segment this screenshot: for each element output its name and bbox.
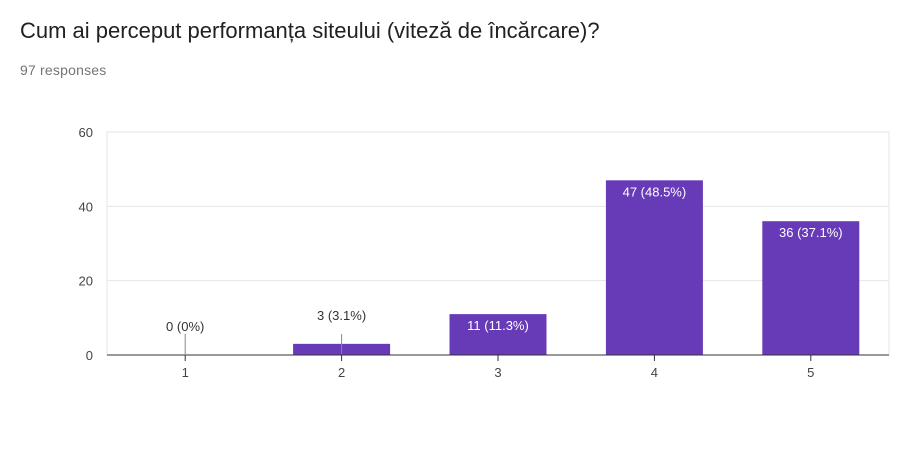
y-tick-label: 40 (79, 199, 93, 214)
data-label: 0 (0%) (166, 319, 204, 334)
chart-bars (293, 180, 860, 355)
chart-labels: 0 20 40 60 1 0 (0%) 2 3 (3.1%) 3 11 (11.3%) 4 47 (4… (79, 125, 843, 380)
bar-4 (605, 180, 703, 355)
y-tick-label: 0 (86, 348, 93, 363)
y-tick-label: 60 (79, 125, 93, 140)
question-title: Cum ai perceput performanța siteului (vi… (20, 18, 600, 43)
chart-axes (107, 354, 889, 361)
x-tick-label: 3 (494, 365, 501, 380)
x-tick-label: 5 (807, 365, 814, 380)
bar-5 (762, 221, 860, 355)
x-tick-label: 1 (182, 365, 189, 380)
x-tick-label: 2 (338, 365, 345, 380)
data-label: 36 (37.1%) (779, 225, 843, 240)
data-label: 11 (11.3%) (467, 318, 529, 333)
bar-3 (449, 314, 547, 355)
data-label: 47 (48.5%) (623, 184, 687, 199)
x-tick-label: 4 (651, 365, 658, 380)
y-tick-label: 20 (79, 274, 93, 289)
response-count: 97 responses (20, 62, 107, 78)
data-label: 3 (3.1%) (317, 308, 366, 323)
